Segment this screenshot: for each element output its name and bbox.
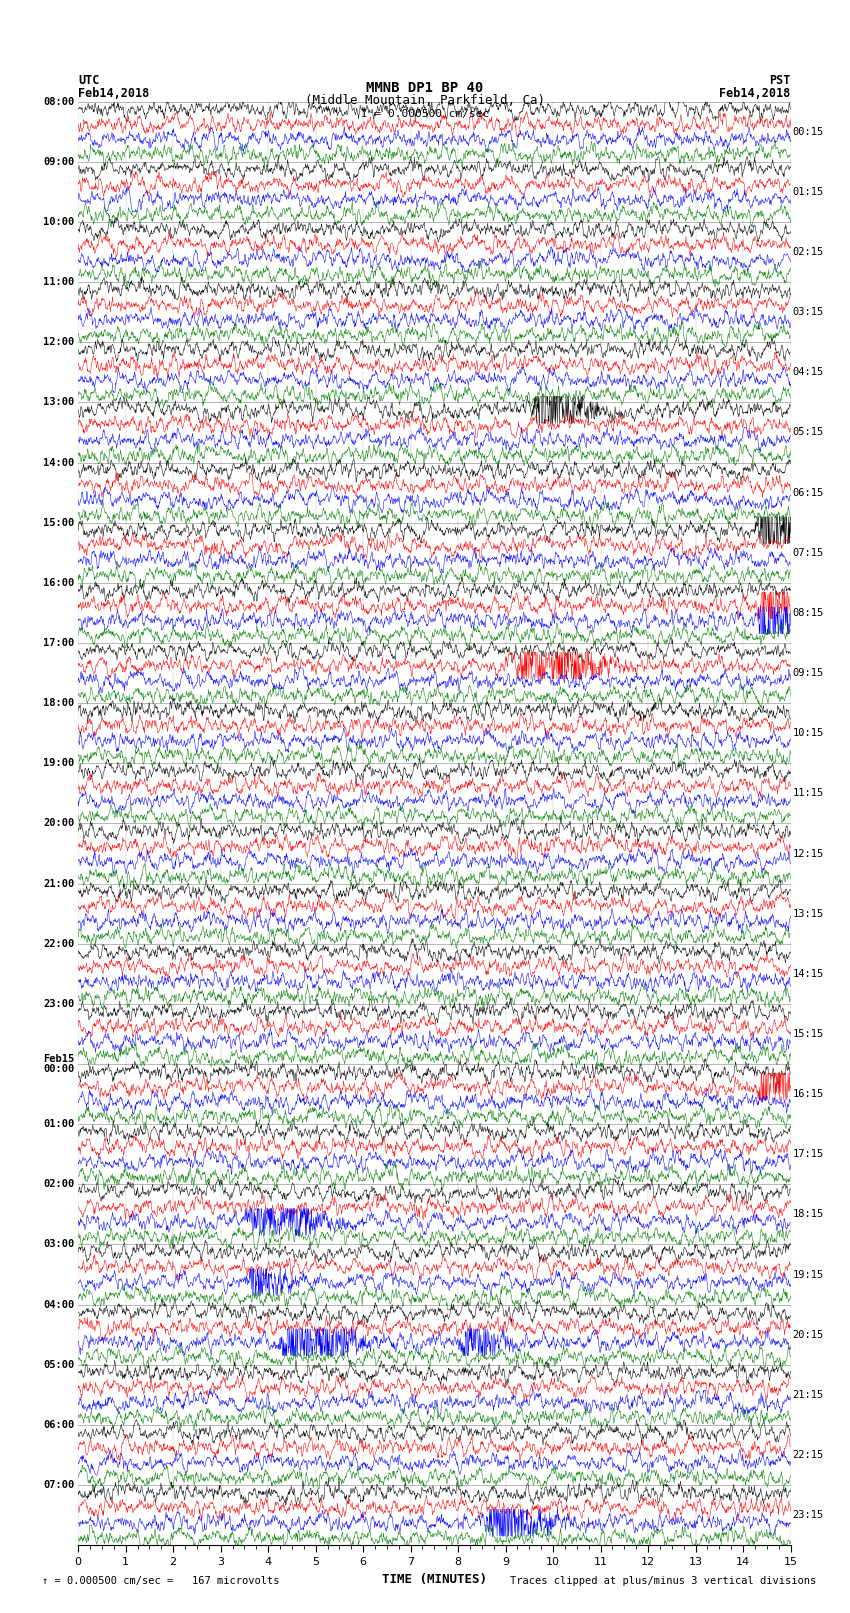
Text: MMNB DP1 BP 40: MMNB DP1 BP 40 — [366, 81, 484, 95]
Text: 05:00: 05:00 — [43, 1360, 75, 1369]
Text: Feb14,2018: Feb14,2018 — [719, 87, 791, 100]
Text: 20:00: 20:00 — [43, 818, 75, 829]
Text: 10:00: 10:00 — [43, 216, 75, 227]
Text: 15:15: 15:15 — [793, 1029, 824, 1039]
Text: 14:00: 14:00 — [43, 458, 75, 468]
Text: PST: PST — [769, 74, 790, 87]
Text: 17:15: 17:15 — [793, 1150, 824, 1160]
Text: 10:15: 10:15 — [793, 727, 824, 739]
Text: 21:00: 21:00 — [43, 879, 75, 889]
Text: 02:00: 02:00 — [43, 1179, 75, 1189]
Text: 00:15: 00:15 — [793, 127, 824, 137]
Text: 14:15: 14:15 — [793, 969, 824, 979]
Text: 22:00: 22:00 — [43, 939, 75, 948]
Text: 16:00: 16:00 — [43, 577, 75, 587]
Text: 03:00: 03:00 — [43, 1239, 75, 1250]
Text: 06:15: 06:15 — [793, 487, 824, 497]
Text: 04:00: 04:00 — [43, 1300, 75, 1310]
Text: 09:15: 09:15 — [793, 668, 824, 677]
Text: I = 0.000500 cm/sec: I = 0.000500 cm/sec — [361, 108, 489, 119]
Text: 15:00: 15:00 — [43, 518, 75, 527]
Text: 23:15: 23:15 — [793, 1510, 824, 1519]
Text: 04:15: 04:15 — [793, 368, 824, 377]
Text: 06:00: 06:00 — [43, 1419, 75, 1431]
Text: 19:00: 19:00 — [43, 758, 75, 768]
Text: 09:00: 09:00 — [43, 156, 75, 166]
Text: Feb14,2018: Feb14,2018 — [78, 87, 150, 100]
Text: 07:00: 07:00 — [43, 1481, 75, 1490]
Text: ↑ = 0.000500 cm/sec =   167 microvolts: ↑ = 0.000500 cm/sec = 167 microvolts — [42, 1576, 280, 1586]
Text: 00:00: 00:00 — [43, 1065, 75, 1074]
Text: 01:00: 01:00 — [43, 1119, 75, 1129]
Text: 21:15: 21:15 — [793, 1390, 824, 1400]
Text: 05:15: 05:15 — [793, 427, 824, 437]
Text: 08:15: 08:15 — [793, 608, 824, 618]
Text: Traces clipped at plus/minus 3 vertical divisions: Traces clipped at plus/minus 3 vertical … — [510, 1576, 816, 1586]
Text: 18:15: 18:15 — [793, 1210, 824, 1219]
Text: 12:00: 12:00 — [43, 337, 75, 347]
Text: 12:15: 12:15 — [793, 848, 824, 858]
Text: (Middle Mountain, Parkfield, Ca): (Middle Mountain, Parkfield, Ca) — [305, 94, 545, 108]
Text: 17:00: 17:00 — [43, 639, 75, 648]
Text: 11:00: 11:00 — [43, 277, 75, 287]
Text: 20:15: 20:15 — [793, 1329, 824, 1340]
Text: 16:15: 16:15 — [793, 1089, 824, 1098]
Text: 13:15: 13:15 — [793, 908, 824, 919]
X-axis label: TIME (MINUTES): TIME (MINUTES) — [382, 1573, 487, 1586]
Text: Feb15: Feb15 — [43, 1053, 75, 1065]
Text: 19:15: 19:15 — [793, 1269, 824, 1279]
Text: 08:00: 08:00 — [43, 97, 75, 106]
Text: 07:15: 07:15 — [793, 548, 824, 558]
Text: 18:00: 18:00 — [43, 698, 75, 708]
Text: UTC: UTC — [78, 74, 99, 87]
Text: 01:15: 01:15 — [793, 187, 824, 197]
Text: 22:15: 22:15 — [793, 1450, 824, 1460]
Text: 13:00: 13:00 — [43, 397, 75, 408]
Text: 11:15: 11:15 — [793, 789, 824, 798]
Text: 23:00: 23:00 — [43, 998, 75, 1008]
Text: 02:15: 02:15 — [793, 247, 824, 256]
Text: 03:15: 03:15 — [793, 306, 824, 318]
